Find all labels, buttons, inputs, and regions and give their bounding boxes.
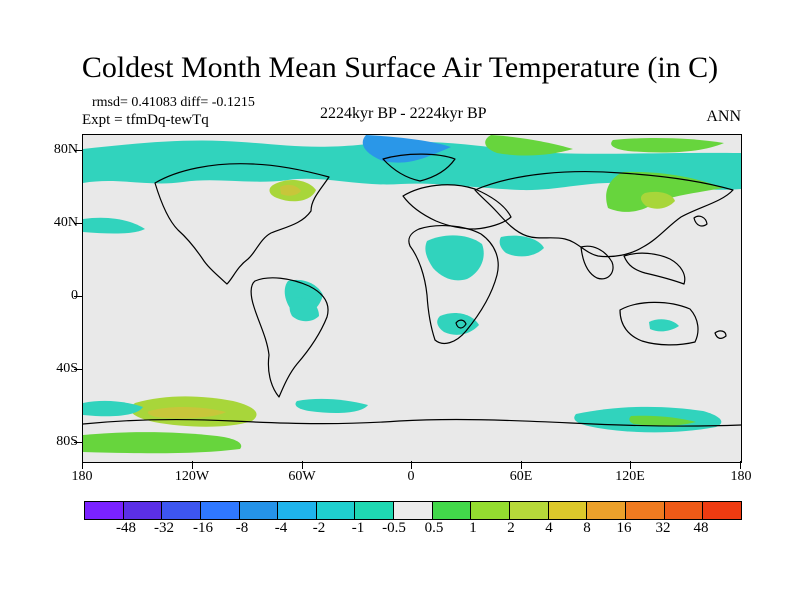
legend-swatch-4 [199, 502, 239, 519]
madagascar-coastline [455, 319, 467, 329]
latitude-label-80n: 80N [53, 142, 78, 157]
southern-africa-cyan-anomaly [437, 313, 479, 335]
latitude-label-40s: 40S [56, 361, 78, 376]
new-zealand-coastline [714, 330, 727, 339]
hudson-bay-yellow [280, 184, 301, 196]
experiment-text: Expt = tfmDq-tewTq [82, 112, 209, 128]
longitude-label-0: 0 [407, 469, 415, 484]
asia-coastline [474, 170, 734, 258]
legend-label-1: -48 [116, 520, 136, 536]
legend-label-4: -8 [235, 520, 249, 536]
legend-swatch-10 [431, 502, 471, 519]
period-text: 2224kyr BP - 2224kyr BP [320, 105, 487, 122]
arabia-cyan-anomaly [499, 235, 544, 257]
japan-coastline [693, 215, 708, 227]
legend-label-14: 16 [616, 520, 632, 536]
latitude-label-80s: 80S [56, 434, 78, 449]
chart-title: Coldest Month Mean Surface Air Temperatu… [81, 51, 719, 84]
antarctica-coastline [83, 418, 741, 427]
world-map-svg [83, 135, 741, 462]
legend-swatch-14 [586, 502, 625, 519]
left-tick-0 [74, 296, 82, 297]
temperature-legend [84, 501, 742, 520]
bottom-tick-120w [192, 461, 193, 469]
north-america-coastline [154, 163, 330, 285]
world-map [82, 134, 742, 463]
legend-swatch-8 [354, 502, 394, 519]
left-tick-40s [74, 369, 82, 370]
legend-swatch-9 [393, 502, 432, 519]
legend-swatch-13 [547, 502, 587, 519]
antarctic-cyan-anomaly-2 [295, 398, 368, 413]
east-asia-lime-anomaly [640, 191, 675, 209]
rmsd-text: rmsd= 0.41083 diff= -0.1215 [92, 95, 255, 110]
east-asia-green-anomaly [606, 171, 723, 212]
australia-cyan-anomaly [649, 319, 679, 332]
longitude-label-180-left: 180 [71, 469, 93, 484]
legend-label-3: -16 [193, 520, 213, 536]
antarctic-green-band [83, 432, 242, 454]
arctic-cyan-anomaly [83, 140, 741, 191]
legend-swatch-16 [663, 502, 703, 519]
legend-label-11: 2 [507, 520, 515, 536]
antarctic-green-anomaly [629, 415, 696, 427]
southeast-asia-coastline [623, 252, 686, 285]
legend-label-15: 32 [655, 520, 671, 536]
season-text: ANN [706, 108, 741, 125]
greenland-blue-anomaly [362, 135, 451, 163]
latitude-label-40n: 40N [53, 215, 78, 230]
legend-swatch-15 [624, 502, 664, 519]
arctic-green-patch-1 [485, 135, 573, 156]
legend-swatch-7 [315, 502, 355, 519]
legend-swatch-17 [702, 502, 742, 519]
europe-coastline [402, 184, 512, 230]
legend-label-16: 48 [693, 520, 709, 536]
legend-label-6: -2 [312, 520, 326, 536]
legend-label-2: -32 [154, 520, 174, 536]
southern-ocean-yellow-anomaly [147, 406, 226, 419]
legend-swatch-2 [122, 502, 162, 519]
bottom-tick-180-left [82, 461, 83, 469]
greenland-coastline [382, 153, 456, 182]
legend-label-7: -1 [351, 520, 365, 536]
legend-label-8: -0.5 [382, 520, 406, 536]
legend-swatch-5 [238, 502, 278, 519]
longitude-label-120w: 120W [174, 469, 210, 484]
antarctic-cyan-anomaly-1 [83, 400, 143, 417]
coastlines [83, 153, 741, 427]
legend-label-13: 8 [583, 520, 591, 536]
bottom-tick-120e [630, 461, 631, 469]
legend-swatch-12 [509, 502, 548, 519]
arctic-green-patch-2 [611, 138, 724, 153]
longitude-label-120e: 120E [615, 469, 645, 484]
longitude-label-180-right: 180 [730, 469, 752, 484]
legend-swatch-11 [470, 502, 510, 519]
left-tick-80n [74, 150, 82, 151]
legend-swatch-1 [84, 502, 123, 519]
india-coastline [580, 245, 614, 280]
australia-coastline [619, 301, 699, 346]
bottom-tick-60w [302, 461, 303, 469]
sahara-cyan-anomaly [425, 235, 484, 281]
legend-swatch-6 [277, 502, 316, 519]
legend-label-5: -4 [274, 520, 288, 536]
legend-swatch-3 [161, 502, 200, 519]
latitude-label-0: 0 [71, 288, 78, 304]
legend-label-12: 4 [545, 520, 553, 536]
bottom-tick-0 [411, 461, 412, 469]
longitude-label-60e: 60E [509, 469, 533, 484]
bottom-tick-60e [521, 461, 522, 469]
left-tick-40n [74, 223, 82, 224]
south-america-coastline [250, 277, 329, 398]
legend-label-9: 0.5 [424, 520, 444, 536]
legend-label-10: 1 [469, 520, 477, 536]
north-pacific-cyan-anomaly [83, 217, 145, 234]
africa-coastline [408, 225, 499, 344]
left-tick-80s [74, 442, 82, 443]
longitude-label-60w: 60W [288, 469, 316, 484]
brazil-cyan-anomaly [289, 297, 319, 322]
bottom-tick-180-right [740, 461, 741, 469]
